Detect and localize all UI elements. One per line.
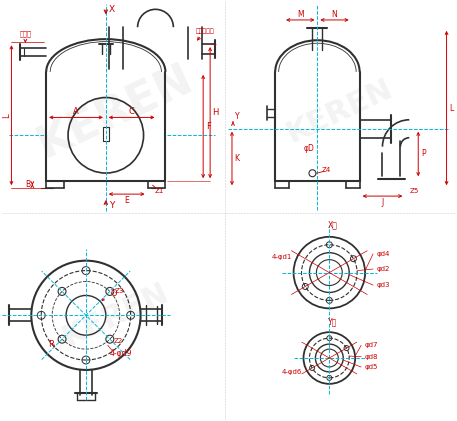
Text: K: K (234, 154, 239, 163)
Text: B: B (25, 180, 30, 189)
Text: φd2: φd2 (376, 266, 390, 272)
Text: 排气口: 排气口 (19, 31, 32, 37)
Text: φd4: φd4 (376, 251, 390, 257)
Text: N: N (332, 11, 337, 19)
Text: M: M (297, 11, 303, 19)
Text: 4-φd9: 4-φd9 (110, 349, 132, 358)
Text: A: A (73, 107, 79, 116)
Text: 4-φd1: 4-φd1 (271, 254, 292, 260)
Text: Z5: Z5 (409, 188, 419, 194)
Text: KEREN: KEREN (282, 75, 397, 149)
Text: E: E (124, 196, 129, 205)
Text: KEREN: KEREN (58, 278, 174, 352)
Text: H: H (212, 108, 218, 117)
Text: Y系: Y系 (328, 318, 337, 327)
Text: φd8: φd8 (364, 354, 378, 360)
Text: R: R (48, 340, 54, 349)
Text: Z2: Z2 (113, 338, 122, 344)
Text: Z3: Z3 (115, 288, 124, 294)
Text: L: L (2, 113, 11, 117)
Text: F: F (206, 122, 211, 131)
Text: Y: Y (234, 112, 239, 121)
Text: X: X (109, 5, 115, 14)
Text: φD: φD (304, 144, 315, 153)
Text: J: J (381, 197, 383, 207)
Text: X系: X系 (327, 221, 337, 229)
Text: O: O (111, 289, 117, 298)
Text: Z4: Z4 (322, 167, 331, 173)
Text: 4-φd6: 4-φd6 (282, 369, 302, 375)
Text: φd3: φd3 (376, 282, 390, 288)
Text: KEREN: KEREN (31, 57, 201, 166)
Text: P: P (421, 149, 425, 158)
Text: Y: Y (109, 200, 114, 210)
Text: 排液排气口: 排液排气口 (196, 28, 214, 34)
Text: φd7: φd7 (364, 342, 378, 348)
Text: Z1: Z1 (155, 188, 164, 194)
Text: φd5: φd5 (364, 364, 378, 370)
Text: C: C (129, 107, 134, 116)
Text: L: L (449, 104, 454, 112)
